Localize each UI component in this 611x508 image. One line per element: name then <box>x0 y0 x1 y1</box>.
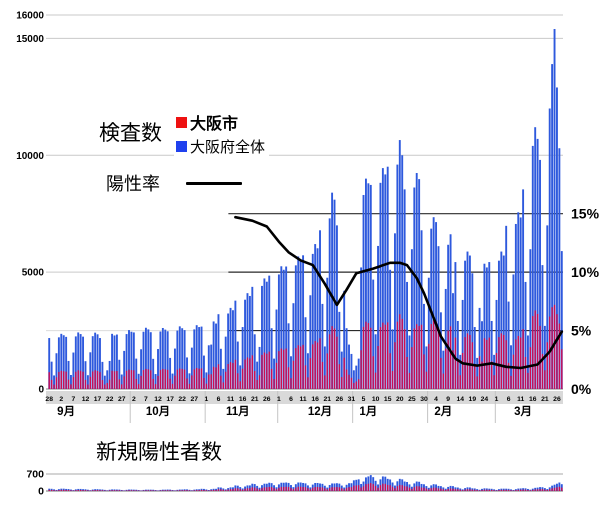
svg-text:6: 6 <box>217 396 221 403</box>
svg-text:7: 7 <box>144 396 148 403</box>
svg-text:7: 7 <box>71 396 75 403</box>
svg-text:0%: 0% <box>571 381 592 397</box>
svg-text:19: 19 <box>469 396 477 403</box>
svg-text:9: 9 <box>446 396 450 403</box>
positivity-rate-label: 陽性率 <box>103 169 163 197</box>
svg-text:28: 28 <box>45 396 53 403</box>
svg-text:31: 31 <box>348 396 356 403</box>
svg-text:700: 700 <box>26 469 44 481</box>
svg-text:10月: 10月 <box>146 405 170 418</box>
svg-text:15000: 15000 <box>16 34 44 45</box>
svg-text:3月: 3月 <box>514 405 532 418</box>
svg-text:12: 12 <box>154 396 162 403</box>
svg-text:10000: 10000 <box>16 151 44 162</box>
svg-text:30: 30 <box>420 396 428 403</box>
city-color-swatch-icon <box>176 116 187 128</box>
svg-text:2月: 2月 <box>434 405 452 418</box>
svg-text:5: 5 <box>362 396 366 403</box>
svg-text:6: 6 <box>289 396 293 403</box>
svg-text:16: 16 <box>239 396 247 403</box>
svg-text:9月: 9月 <box>57 405 75 418</box>
svg-text:21: 21 <box>323 396 331 403</box>
new-cases-chart-title: 新規陽性者数 <box>94 436 224 466</box>
svg-text:26: 26 <box>263 396 271 403</box>
svg-text:1: 1 <box>204 396 208 403</box>
svg-text:27: 27 <box>190 396 198 403</box>
svg-text:14: 14 <box>456 396 464 403</box>
svg-text:15: 15 <box>384 396 392 403</box>
svg-text:1: 1 <box>495 396 499 403</box>
svg-text:27: 27 <box>118 396 126 403</box>
svg-text:10: 10 <box>372 396 380 403</box>
legend-city-row: 大阪市 <box>176 110 265 134</box>
svg-text:16: 16 <box>529 396 537 403</box>
tests-chart-title: 検査数 <box>96 116 165 148</box>
svg-text:11: 11 <box>299 396 306 403</box>
svg-text:22: 22 <box>178 396 186 403</box>
tests-legend: 大阪市 大阪府全体 <box>174 109 270 160</box>
svg-text:12月: 12月 <box>308 405 332 418</box>
svg-text:16000: 16000 <box>16 11 44 22</box>
svg-text:15%: 15% <box>571 206 600 222</box>
svg-text:12: 12 <box>82 396 90 403</box>
svg-text:20: 20 <box>396 396 404 403</box>
svg-text:4: 4 <box>434 396 438 403</box>
svg-text:21: 21 <box>251 396 259 403</box>
svg-text:0: 0 <box>38 385 44 396</box>
svg-text:21: 21 <box>541 396 549 403</box>
svg-text:5000: 5000 <box>22 268 45 279</box>
svg-text:2: 2 <box>59 396 63 403</box>
svg-text:0: 0 <box>38 486 44 498</box>
svg-text:17: 17 <box>166 396 174 403</box>
svg-text:10%: 10% <box>571 264 600 280</box>
svg-text:5%: 5% <box>571 323 592 339</box>
svg-text:26: 26 <box>336 396 344 403</box>
legend-city-label: 大阪市 <box>190 116 239 133</box>
svg-text:17: 17 <box>94 396 102 403</box>
svg-text:24: 24 <box>481 396 489 403</box>
svg-text:25: 25 <box>408 396 416 403</box>
legend-prefecture-label: 大阪府全体 <box>190 138 266 156</box>
prefecture-color-swatch-icon <box>176 140 187 152</box>
svg-text:11: 11 <box>517 396 524 403</box>
svg-text:11月: 11月 <box>226 405 250 418</box>
svg-text:16: 16 <box>311 396 319 403</box>
legend-prefecture-row: 大阪府全体 <box>176 134 265 158</box>
rate-line-swatch-icon <box>186 182 242 185</box>
svg-text:22: 22 <box>106 396 114 403</box>
svg-text:2: 2 <box>132 396 136 403</box>
svg-text:26: 26 <box>553 396 561 403</box>
svg-text:6: 6 <box>507 396 511 403</box>
svg-text:1: 1 <box>277 396 281 403</box>
svg-text:11: 11 <box>227 396 234 403</box>
svg-text:1月: 1月 <box>359 405 377 418</box>
